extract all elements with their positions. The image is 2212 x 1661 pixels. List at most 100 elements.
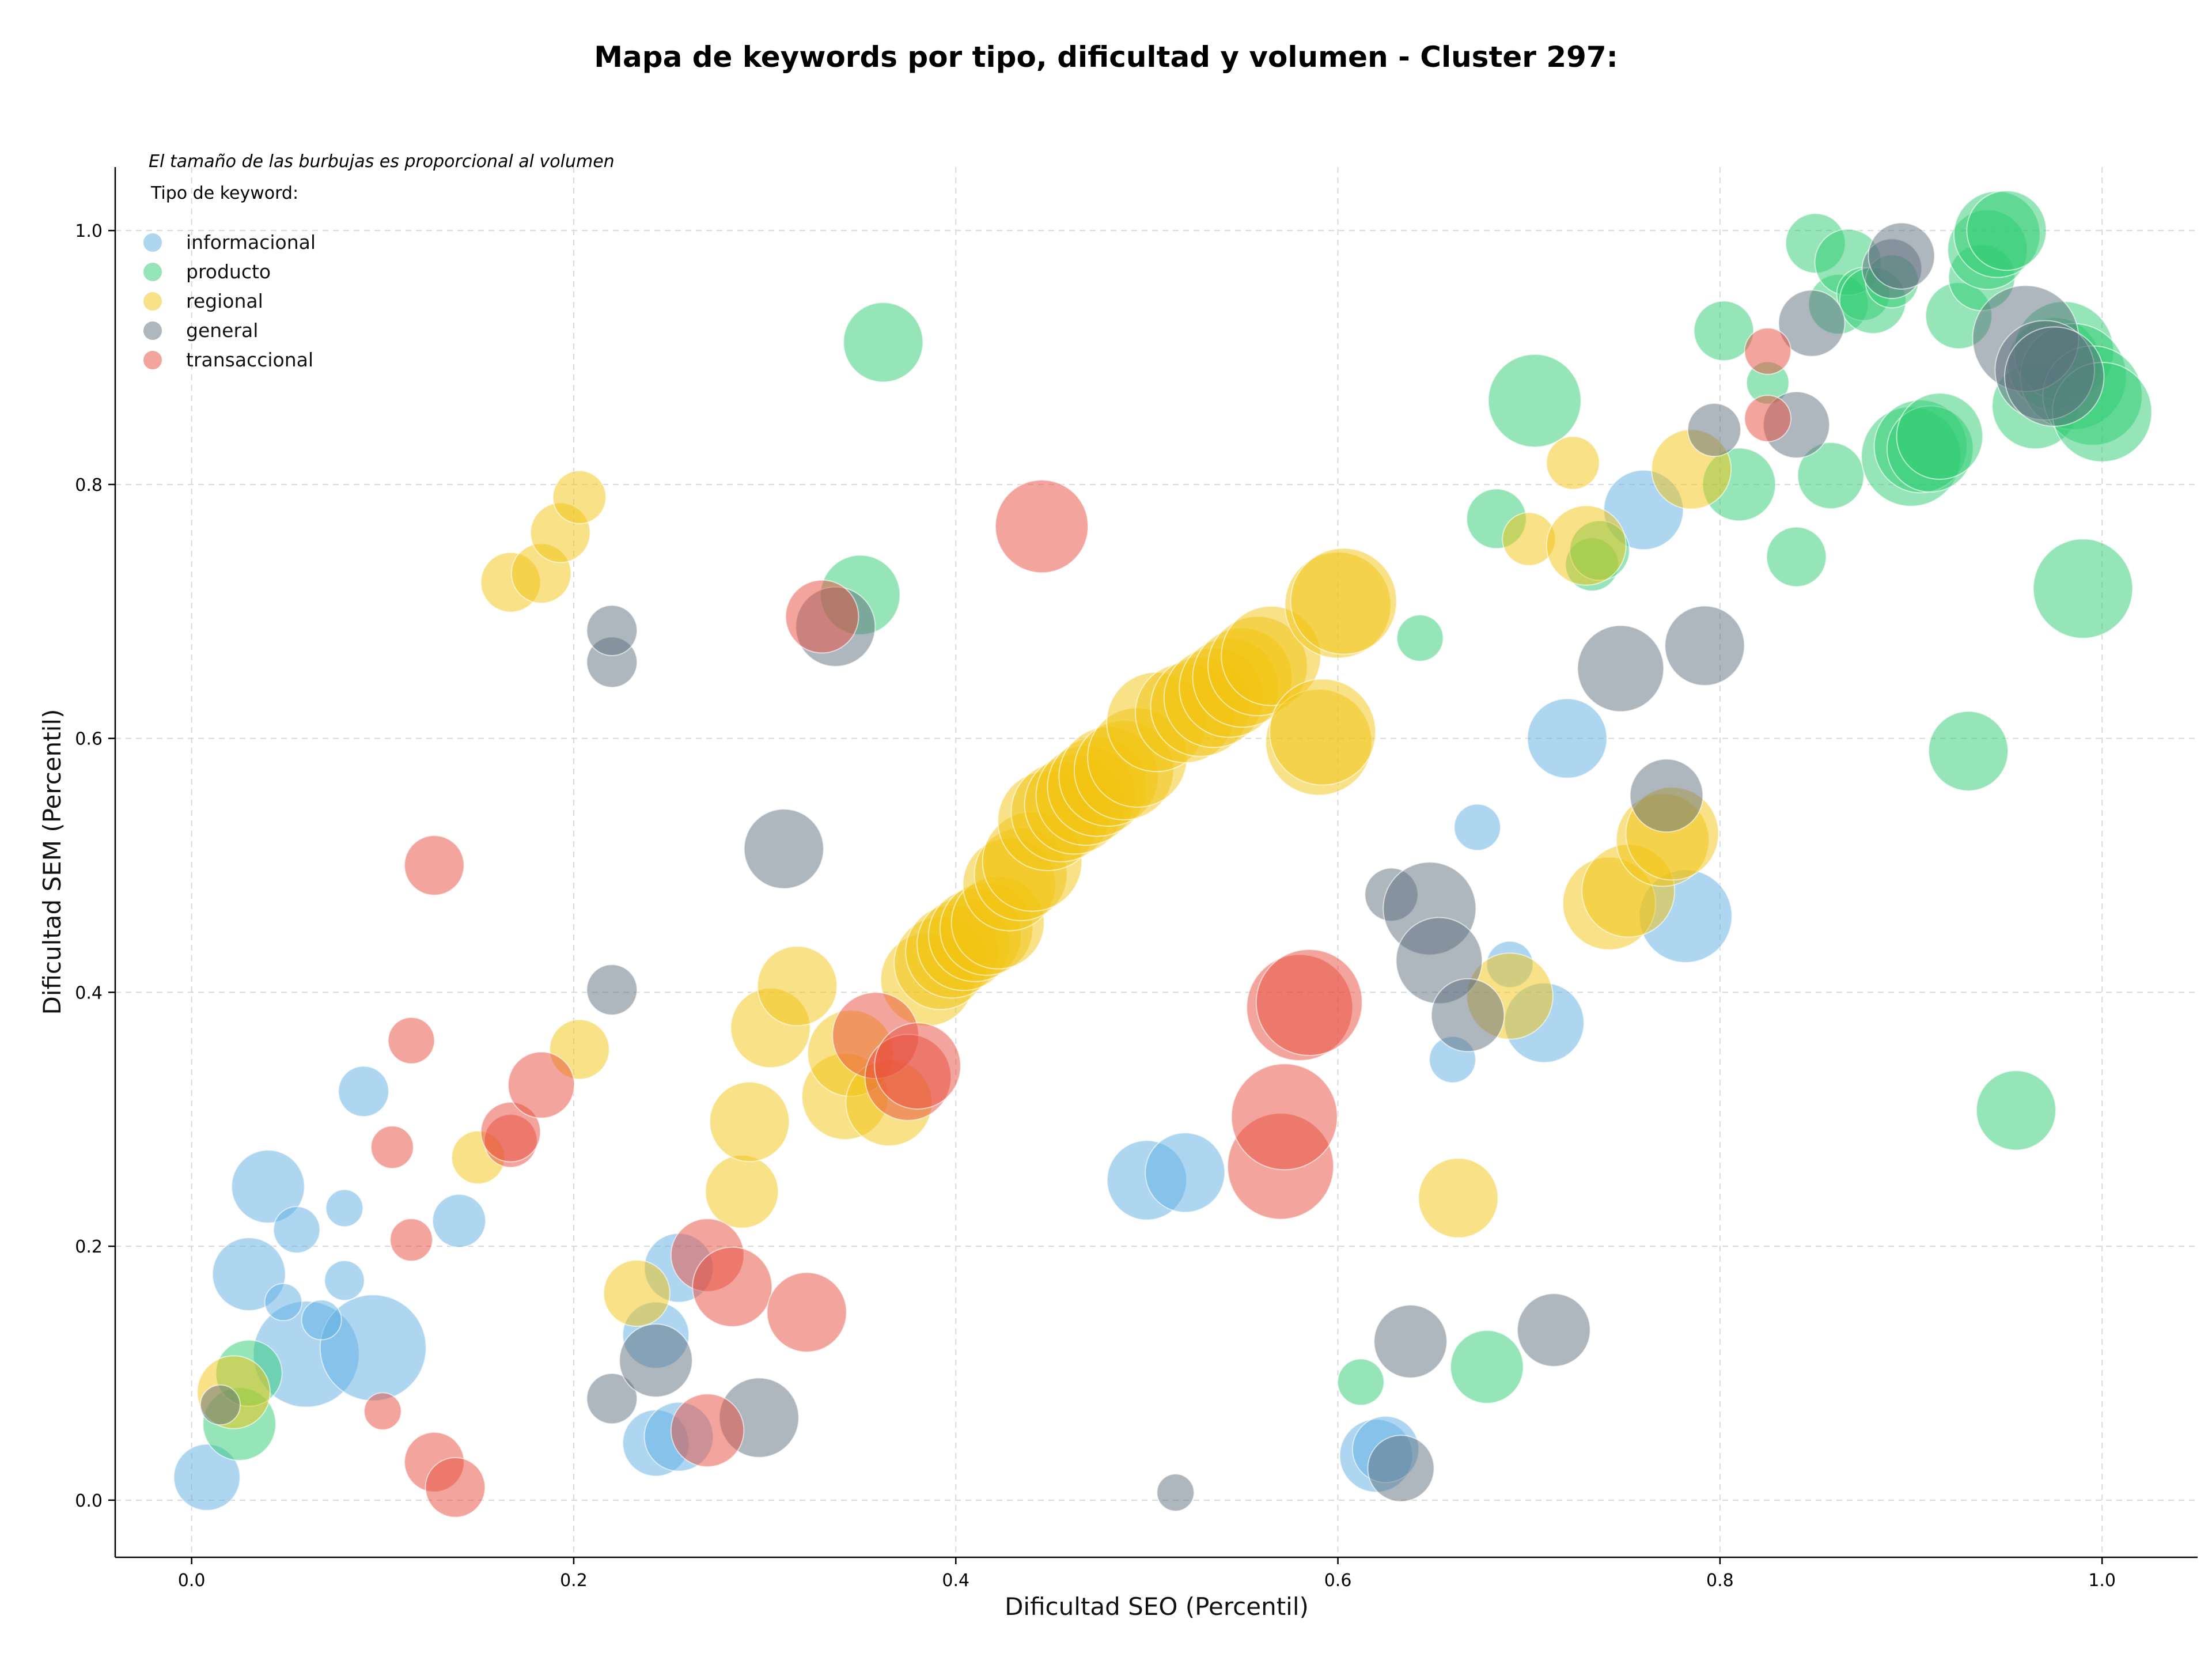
- bubble-informacional: [173, 1443, 241, 1511]
- bubble-transaccional: [1255, 948, 1363, 1057]
- bubble-regional: [1546, 436, 1600, 490]
- bubble-general: [1778, 289, 1846, 357]
- bubble-transaccional: [370, 1125, 414, 1170]
- bubble-informacional: [1145, 1132, 1226, 1213]
- y-tick-label: 0.0: [75, 1491, 103, 1511]
- legend-label-producto: producto: [186, 260, 271, 283]
- bubble-producto: [2032, 538, 2134, 639]
- y-tick-label: 0.8: [75, 475, 103, 495]
- bubble-transaccional: [874, 1022, 961, 1110]
- bubble-informacional: [1527, 698, 1608, 779]
- bubble-regional: [709, 1081, 790, 1163]
- bubble-producto: [1487, 353, 1582, 448]
- bubble-regional: [1290, 547, 1397, 655]
- bubble-general: [1517, 1293, 1591, 1367]
- bubble-general: [1868, 222, 1936, 290]
- bubble-informacional: [272, 1206, 321, 1254]
- bubble-transaccional: [994, 479, 1089, 574]
- bubble-informacional: [338, 1065, 389, 1117]
- legend-marker-transaccional: [142, 350, 163, 370]
- x-tick-label: 0.4: [942, 1571, 969, 1591]
- bubble-regional: [1418, 1157, 1499, 1239]
- bubble-producto: [1766, 526, 1827, 588]
- legend-marker-general: [142, 320, 163, 341]
- bubble-producto: [1693, 300, 1755, 362]
- bubble-transaccional: [670, 1393, 745, 1467]
- bubble-transaccional: [785, 579, 859, 654]
- bubble-transaccional: [480, 1102, 541, 1163]
- bubble-informacional: [324, 1260, 365, 1301]
- bubble-general: [1156, 1473, 1195, 1512]
- x-tick-label: 0.6: [1324, 1571, 1352, 1591]
- bubble-general: [199, 1384, 241, 1426]
- legend: informacional producto regional general tran…: [142, 231, 316, 371]
- bubble-general: [619, 1323, 693, 1398]
- legend-label-regional: regional: [186, 290, 263, 312]
- legend-marker-regional: [142, 291, 163, 312]
- bubble-transaccional: [1744, 327, 1792, 375]
- axes: [114, 167, 2198, 1558]
- legend-marker-informacional: [142, 232, 163, 253]
- bubble-producto: [1396, 614, 1444, 662]
- x-axis-label: Dificultad SEO (Percentil): [1005, 1592, 1309, 1621]
- bubble-general: [1367, 1435, 1435, 1503]
- bubble-producto: [1797, 441, 1865, 509]
- bubble-general: [1629, 758, 1704, 833]
- bubble-informacional: [301, 1299, 342, 1341]
- bubble-producto: [1337, 1358, 1385, 1406]
- legend-label-transaccional: transaccional: [186, 349, 313, 371]
- bubble-producto: [1896, 392, 1984, 480]
- bubble-transaccional: [507, 1051, 575, 1119]
- bubble-size-note: El tamaño de las burbujas es proporciona…: [149, 152, 615, 172]
- y-tick-label: 0.4: [75, 983, 103, 1003]
- bubble-producto: [1975, 1070, 2056, 1151]
- bubble-informacional: [1453, 803, 1501, 852]
- bubble-general: [743, 808, 824, 890]
- bubble-informacional: [231, 1149, 305, 1224]
- bubble-producto: [1928, 710, 2009, 792]
- bubble-informacional: [325, 1189, 364, 1228]
- bubble-general: [1373, 1304, 1448, 1379]
- bubble-transaccional: [387, 1016, 435, 1065]
- bubble-transaccional: [363, 1392, 402, 1431]
- x-tick-label: 0.8: [1706, 1571, 1734, 1591]
- bubble-general: [2003, 326, 2105, 427]
- bubble-transaccional: [766, 1272, 847, 1353]
- bubble-transaccional: [404, 835, 465, 896]
- legend-marker-producto: [142, 262, 163, 282]
- x-ticks: 0.0 0.2 0.4 0.6 0.8 1.0: [178, 1557, 2116, 1591]
- bubble-producto: [843, 302, 924, 383]
- bubble-regional: [1269, 678, 1377, 786]
- bubble-producto: [1966, 190, 2047, 271]
- bubble-general: [586, 964, 638, 1016]
- x-tick-label: 1.0: [2088, 1571, 2116, 1591]
- chart-title: Mapa de keywords por tipo, dificultad y …: [594, 40, 1618, 74]
- bubble-transaccional: [389, 1218, 433, 1262]
- y-axis-label: Dificultad SEM (Percentil): [38, 709, 66, 1015]
- bubble-informacional: [431, 1194, 486, 1248]
- bubble-regional: [756, 945, 838, 1027]
- bubble-regional: [704, 1155, 779, 1229]
- bubble-layer: [173, 190, 2153, 1518]
- bubble-regional: [552, 470, 607, 524]
- bubble-general: [586, 1372, 638, 1425]
- bubble-transaccional: [425, 1457, 486, 1518]
- x-tick-label: 0.0: [178, 1571, 206, 1591]
- legend-title: Tipo de keyword:: [150, 183, 298, 203]
- bubble-general: [1577, 625, 1665, 713]
- bubble-producto: [1449, 1330, 1524, 1404]
- legend-label-informacional: informacional: [186, 231, 316, 253]
- y-tick-label: 0.6: [75, 729, 103, 750]
- bubble-transaccional: [692, 1246, 773, 1327]
- bubble-regional: [603, 1259, 671, 1327]
- y-tick-label: 0.2: [75, 1237, 103, 1257]
- x-tick-label: 0.2: [560, 1571, 588, 1591]
- bubble-general: [1687, 403, 1741, 457]
- y-tick-label: 1.0: [75, 221, 103, 241]
- bubble-regional: [1546, 505, 1627, 586]
- bubble-transaccional: [1230, 1063, 1338, 1171]
- y-ticks: 0.0 0.2 0.4 0.6 0.8 1.0: [75, 221, 115, 1511]
- legend-label-general: general: [186, 319, 258, 342]
- bubble-transaccional: [1744, 395, 1792, 442]
